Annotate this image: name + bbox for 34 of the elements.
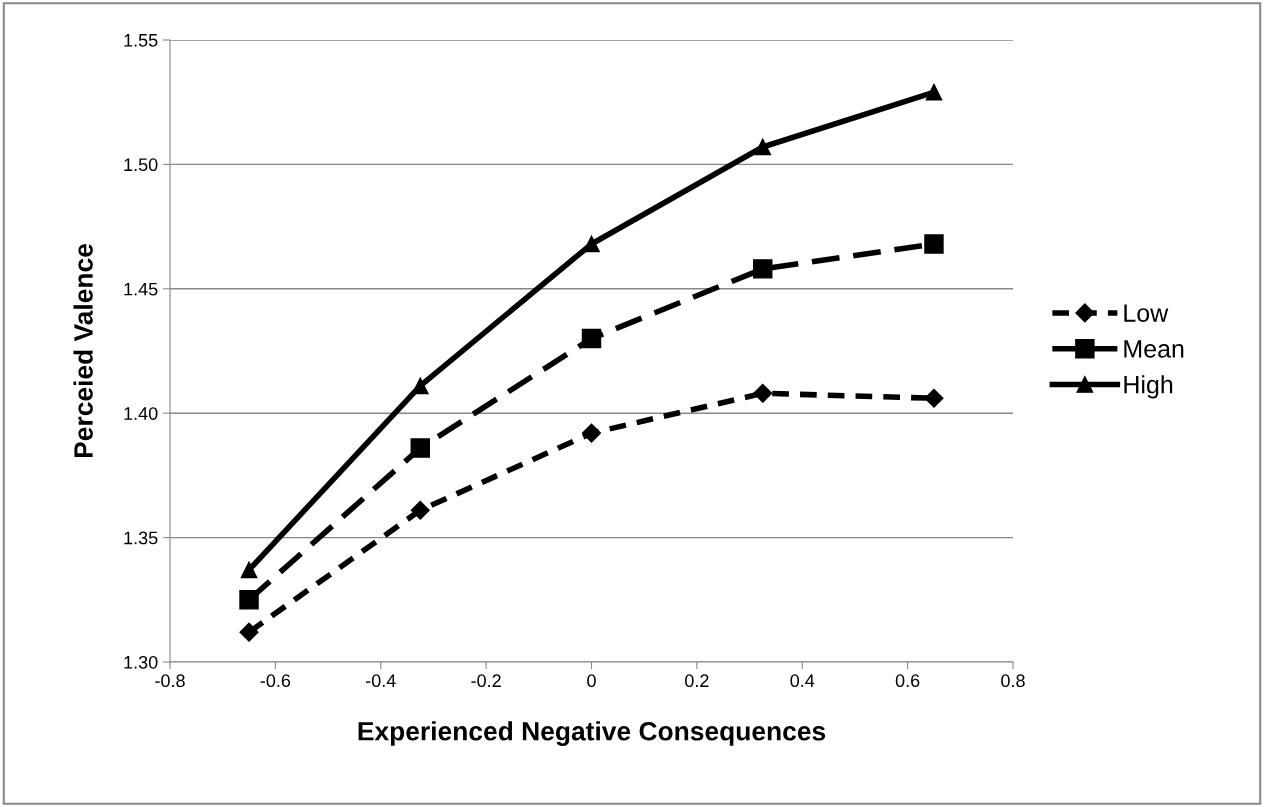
y-tick-label: 1.50 <box>124 158 158 172</box>
point <box>581 423 602 443</box>
point <box>583 235 600 253</box>
y-tick-label: 1.40 <box>124 407 158 420</box>
x-tick-label: 0.4 <box>790 674 815 688</box>
point <box>239 622 259 642</box>
x-axis-title: Experienced Negative Consequences <box>358 721 826 746</box>
legend-label: Mean <box>1124 340 1184 358</box>
x-tick-label: 0 <box>587 674 596 688</box>
point <box>239 590 259 610</box>
x-tick-label: -0.8 <box>155 674 185 688</box>
y-tick-label: 1.55 <box>124 34 158 47</box>
point <box>925 83 943 101</box>
legend-label: High <box>1124 375 1173 399</box>
x-tick-label: 0.6 <box>895 674 920 688</box>
point <box>581 328 602 349</box>
point <box>410 500 430 520</box>
x-tick-label: -0.6 <box>260 674 291 688</box>
y-tick-label: 1.35 <box>124 531 158 545</box>
x-tick-label: -0.4 <box>366 674 396 688</box>
x-tick-label: -0.2 <box>471 674 501 688</box>
x-tick-label: 0.8 <box>1001 674 1025 688</box>
point <box>240 561 258 579</box>
point <box>753 383 773 403</box>
point <box>410 438 430 458</box>
point <box>754 138 772 156</box>
y-tick-label: 1.45 <box>124 282 158 296</box>
legend-label: Low <box>1124 304 1169 322</box>
point <box>924 234 944 254</box>
y-axis-title: Perceied Valence <box>73 244 93 458</box>
x-tick-label: 0.2 <box>685 674 709 688</box>
point <box>924 388 944 408</box>
y-tick-label: 1.30 <box>124 655 158 669</box>
point <box>753 259 773 279</box>
